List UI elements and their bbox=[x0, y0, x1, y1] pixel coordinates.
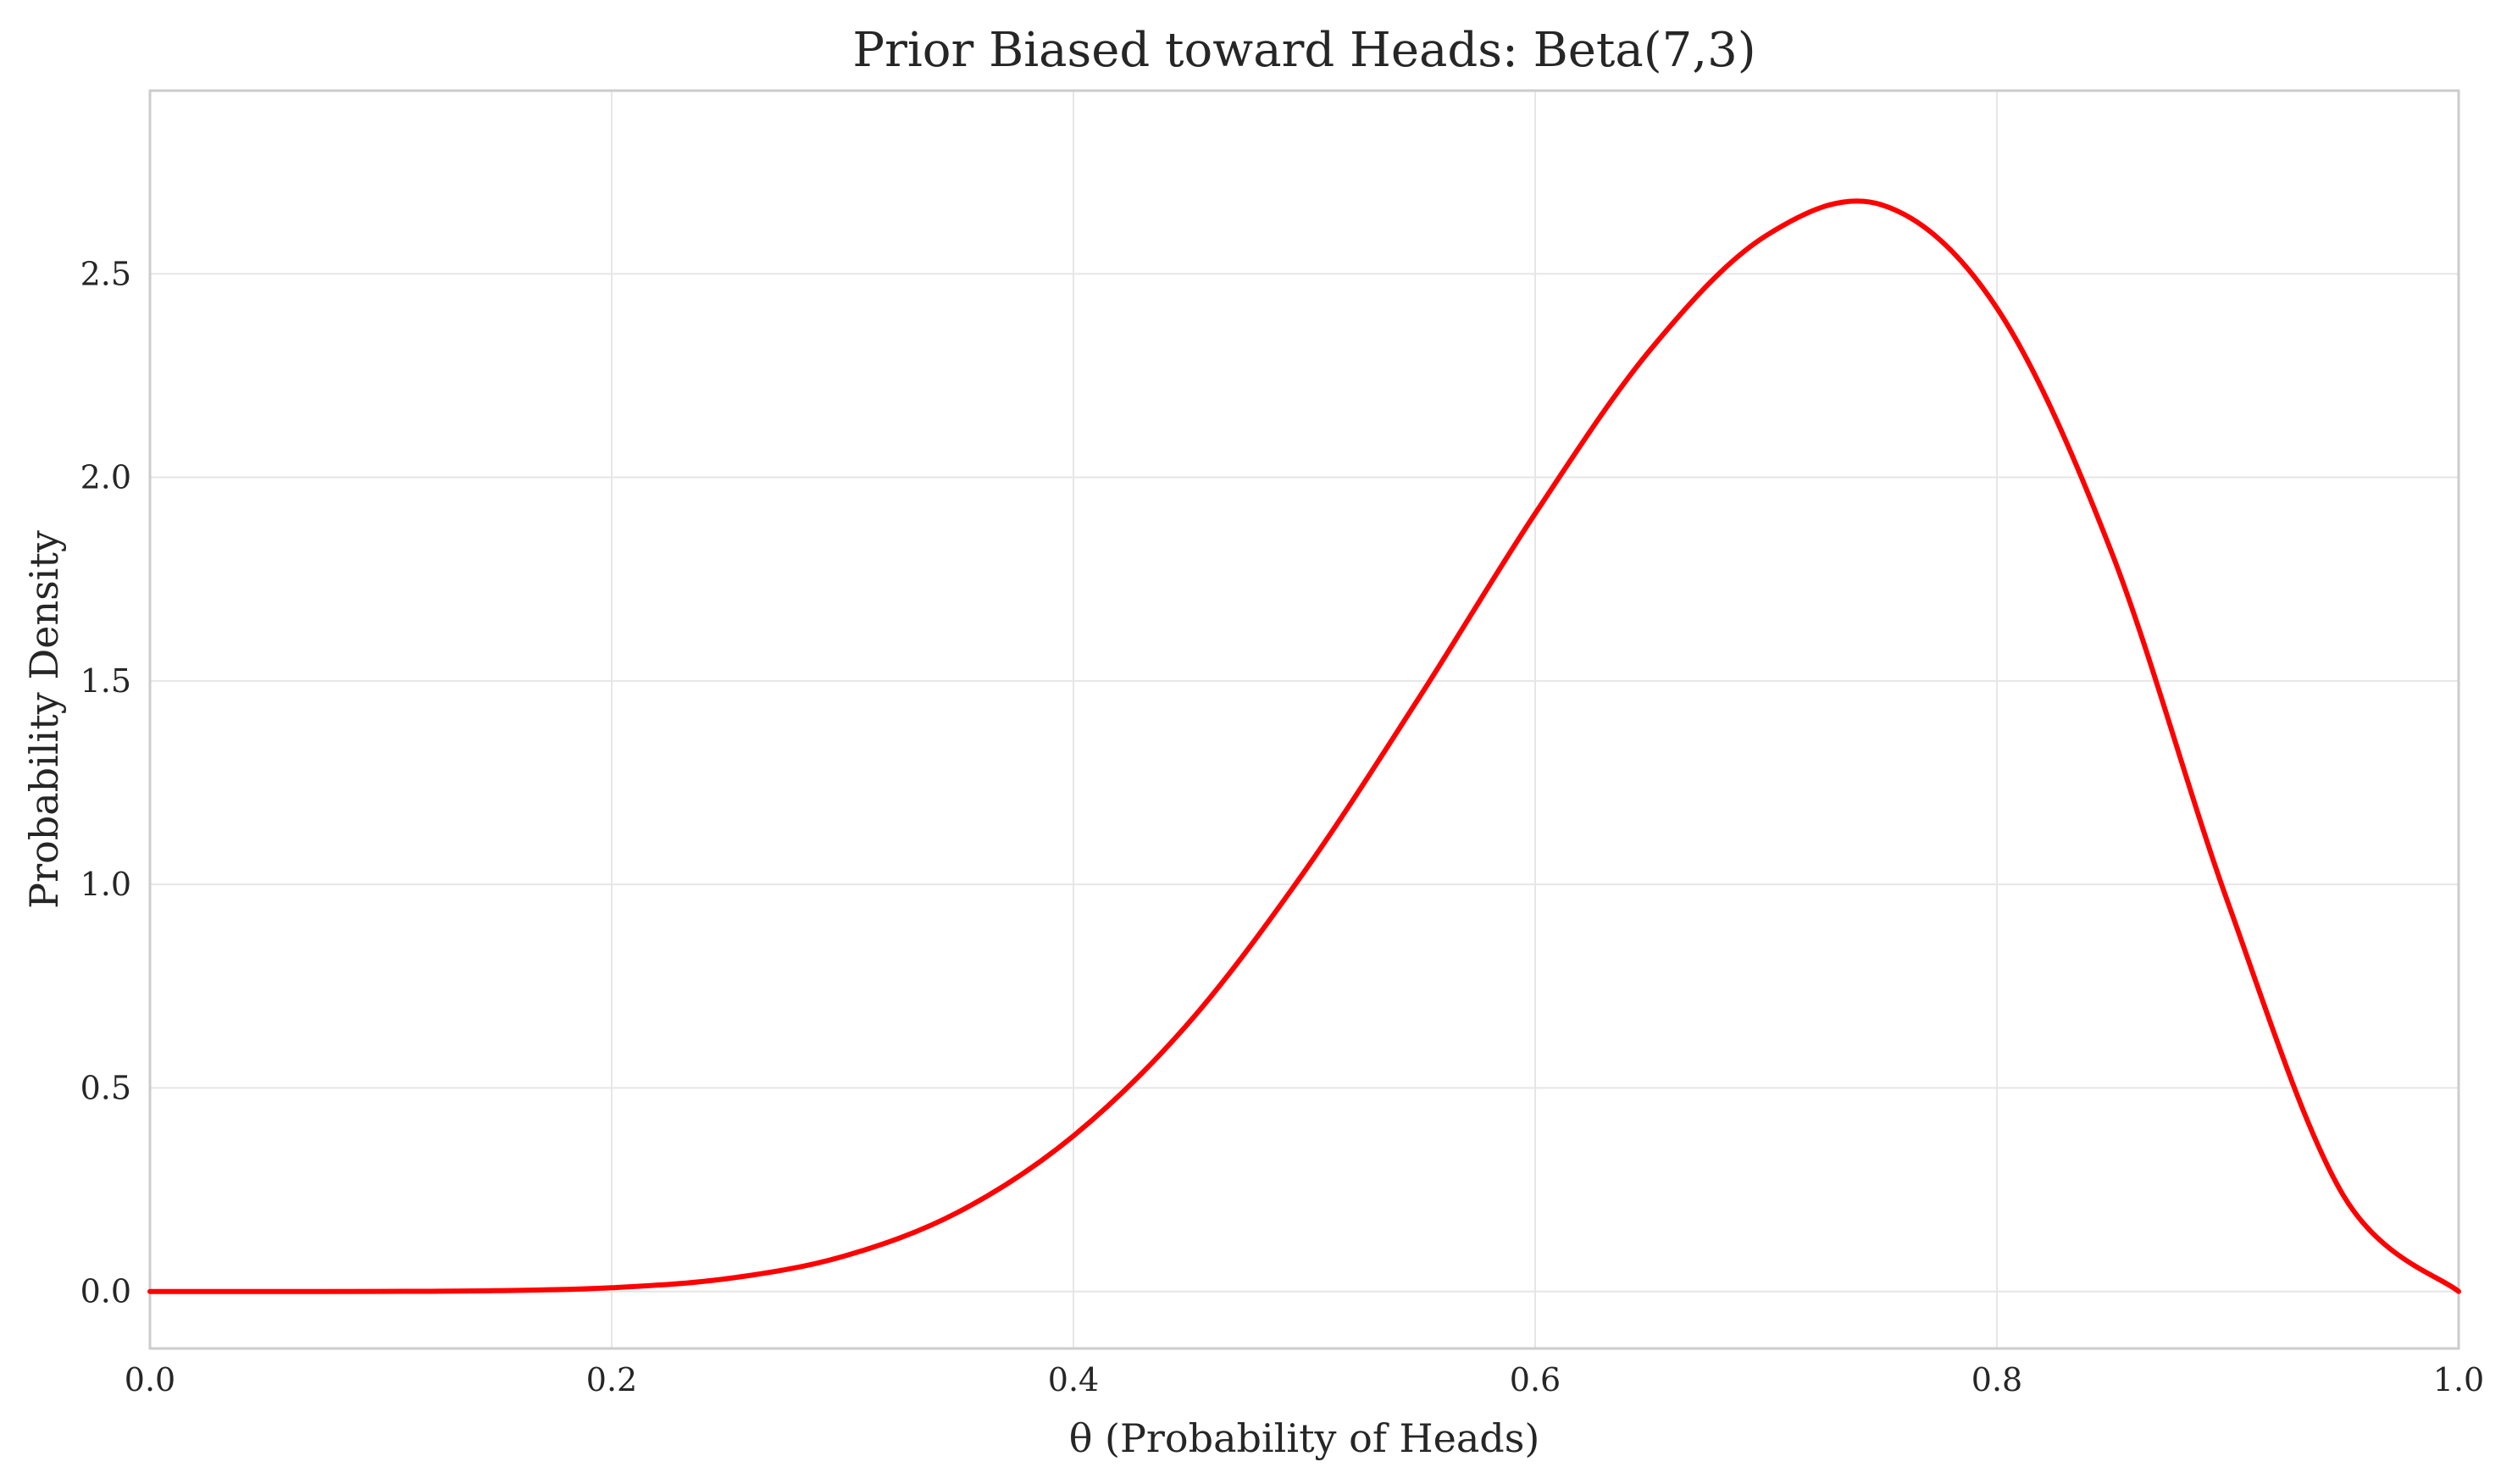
y-tick-label: 0.5 bbox=[80, 1069, 131, 1106]
y-axis-label: Probability Density bbox=[21, 530, 67, 909]
x-tick-label: 0.6 bbox=[1510, 1361, 1561, 1398]
x-tick-label: 0.8 bbox=[1971, 1361, 2022, 1398]
y-tick-label: 0.0 bbox=[80, 1273, 131, 1310]
series-layer bbox=[147, 198, 2461, 1294]
x-tick-label: 0.2 bbox=[586, 1361, 637, 1398]
x-tick-label: 0.4 bbox=[1048, 1361, 1099, 1398]
x-tick-label: 1.0 bbox=[2433, 1361, 2484, 1398]
y-tick-label: 2.0 bbox=[80, 459, 131, 496]
x-tick-label: 0.0 bbox=[125, 1361, 175, 1398]
x-tick-labels: 0.0 0.2 0.4 0.6 0.8 1.0 bbox=[125, 1361, 2484, 1398]
y-tick-labels: 0.0 0.5 1.0 1.5 2.0 2.5 bbox=[80, 255, 131, 1310]
x-axis-label: θ (Probability of Heads) bbox=[1069, 1415, 1540, 1461]
plot-frame bbox=[148, 89, 2460, 1350]
chart-title: Prior Biased toward Heads: Beta(7,3) bbox=[852, 23, 1755, 78]
y-tick-label: 2.5 bbox=[80, 255, 131, 292]
y-tick-label: 1.5 bbox=[80, 662, 131, 700]
series-line bbox=[147, 198, 2461, 1294]
y-tick-label: 1.0 bbox=[80, 866, 131, 903]
